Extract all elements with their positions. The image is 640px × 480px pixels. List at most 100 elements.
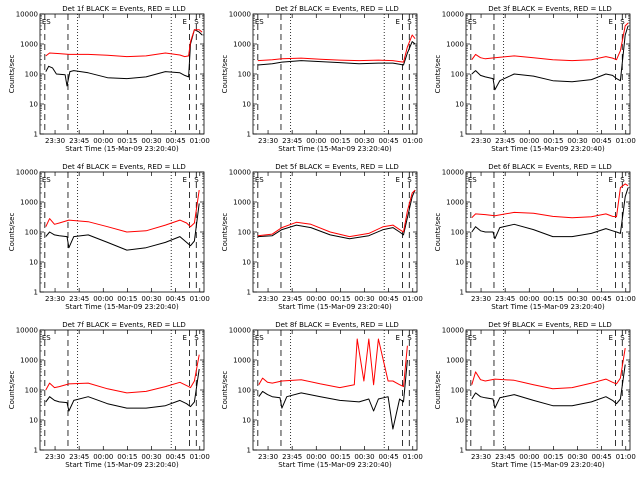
chart-panel-2: Det 2f BLACK = Events, RED = LLD 1 10 100 10… bbox=[221, 5, 423, 153]
marker-label-left: ES bbox=[468, 176, 477, 184]
y-axis-label: Counts/sec bbox=[8, 55, 16, 94]
y-tick-label: 100 bbox=[25, 71, 38, 79]
x-tick-label: 00:30 bbox=[141, 137, 161, 145]
chart-panel-4: Det 4f BLACK = Events, RED = LLD 1 10 100 10… bbox=[8, 163, 210, 311]
x-tick-label: 23:30 bbox=[471, 295, 491, 303]
x-tick-label: 00:30 bbox=[141, 295, 161, 303]
chart-title: Det 4f BLACK = Events, RED = LLD bbox=[62, 163, 185, 171]
x-tick-label: 01:00 bbox=[616, 295, 636, 303]
series-line-events bbox=[471, 187, 629, 240]
x-axis-label: Start Time (15-Mar-09 23:20:40) bbox=[65, 461, 179, 469]
x-tick-label: 00:00 bbox=[93, 295, 113, 303]
series-line-lld bbox=[45, 190, 200, 233]
y-tick-label: 1 bbox=[247, 447, 251, 455]
x-tick-label: 00:45 bbox=[592, 295, 612, 303]
x-tick-label: 23:30 bbox=[258, 137, 278, 145]
y-tick-label: 10 bbox=[29, 417, 38, 425]
series-line-events bbox=[45, 203, 200, 251]
y-axis-label: Counts/sec bbox=[434, 55, 442, 94]
y-tick-label: 1 bbox=[460, 131, 464, 139]
y-tick-label: 1 bbox=[247, 131, 251, 139]
x-tick-label: 00:45 bbox=[379, 295, 399, 303]
y-tick-label: 10000 bbox=[16, 11, 38, 19]
x-axis-label: Start Time (15-Mar-09 23:20:40) bbox=[491, 303, 605, 311]
y-tick-label: 10 bbox=[29, 101, 38, 109]
chart-title: Det 7f BLACK = Events, RED = LLD bbox=[62, 321, 185, 329]
marker-label-right-secondary: E bbox=[609, 334, 613, 342]
x-tick-label: 23:45 bbox=[495, 295, 515, 303]
y-tick-label: 10000 bbox=[229, 169, 251, 177]
x-tick-label: 01:00 bbox=[190, 295, 210, 303]
y-tick-label: 10 bbox=[242, 101, 251, 109]
x-axis-label: Start Time (15-Mar-09 23:20:40) bbox=[278, 145, 392, 153]
y-tick-label: 1000 bbox=[20, 199, 38, 207]
series-line-events bbox=[45, 368, 200, 412]
marker-label-right: S bbox=[407, 176, 412, 184]
y-axis-label: Counts/sec bbox=[434, 371, 442, 410]
marker-label-right-secondary: E bbox=[609, 176, 613, 184]
x-tick-label: 00:00 bbox=[306, 137, 326, 145]
marker-label-right: S bbox=[620, 176, 625, 184]
y-tick-label: 10 bbox=[29, 259, 38, 267]
x-tick-label: 00:15 bbox=[330, 453, 350, 461]
y-tick-label: 1 bbox=[247, 289, 251, 297]
marker-label-right-secondary: E bbox=[396, 18, 400, 26]
marker-label-left: ES bbox=[42, 176, 51, 184]
y-tick-label: 100 bbox=[451, 229, 464, 237]
x-tick-label: 01:00 bbox=[403, 295, 423, 303]
x-tick-label: 23:45 bbox=[282, 295, 302, 303]
series-line-lld bbox=[45, 29, 203, 58]
y-tick-label: 100 bbox=[451, 71, 464, 79]
x-tick-label: 00:00 bbox=[519, 295, 539, 303]
series-line-lld bbox=[471, 22, 629, 62]
marker-label-right-secondary: E bbox=[396, 176, 400, 184]
marker-label-right-secondary: E bbox=[609, 18, 613, 26]
series-line-lld bbox=[45, 354, 200, 394]
marker-label-right-secondary: E bbox=[396, 334, 400, 342]
y-tick-label: 1 bbox=[34, 131, 38, 139]
series-line-lld bbox=[258, 338, 408, 389]
x-tick-label: 23:45 bbox=[69, 295, 89, 303]
chart-title: Det 3f BLACK = Events, RED = LLD bbox=[488, 5, 611, 13]
x-tick-label: 00:15 bbox=[330, 295, 350, 303]
series-line-events bbox=[257, 41, 416, 66]
marker-label-right-secondary: E bbox=[183, 334, 187, 342]
marker-label-right: S bbox=[194, 334, 199, 342]
y-tick-label: 1 bbox=[460, 289, 464, 297]
y-tick-label: 100 bbox=[451, 387, 464, 395]
chart-panel-8: Det 8f BLACK = Events, RED = LLD 1 10 100 10… bbox=[221, 321, 423, 469]
chart-title: Det 9f BLACK = Events, RED = LLD bbox=[488, 321, 611, 329]
x-tick-label: 00:30 bbox=[567, 137, 587, 145]
x-tick-label: 01:00 bbox=[190, 137, 210, 145]
x-tick-label: 00:45 bbox=[592, 453, 612, 461]
y-tick-label: 1000 bbox=[446, 357, 464, 365]
y-tick-label: 10 bbox=[242, 259, 251, 267]
y-tick-label: 100 bbox=[238, 229, 251, 237]
x-tick-label: 00:30 bbox=[141, 453, 161, 461]
chart-panel-9: Det 9f BLACK = Events, RED = LLD 1 10 100 10… bbox=[434, 321, 636, 469]
x-tick-label: 00:15 bbox=[543, 453, 563, 461]
chart-title: Det 1f BLACK = Events, RED = LLD bbox=[62, 5, 185, 13]
x-tick-label: 00:45 bbox=[166, 453, 186, 461]
y-axis-label: Counts/sec bbox=[8, 213, 16, 252]
chart-panel-5: Det 5f BLACK = Events, RED = LLD 1 10 100 10… bbox=[221, 163, 423, 311]
marker-label-left: ES bbox=[468, 18, 477, 26]
chart-title: Det 2f BLACK = Events, RED = LLD bbox=[275, 5, 398, 13]
chart-panel-6: Det 6f BLACK = Events, RED = LLD 1 10 100 10… bbox=[434, 163, 636, 311]
x-axis-label: Start Time (15-Mar-09 23:20:40) bbox=[278, 303, 392, 311]
y-tick-label: 10 bbox=[242, 417, 251, 425]
x-tick-label: 00:15 bbox=[330, 137, 350, 145]
y-tick-label: 10 bbox=[455, 259, 464, 267]
chart-panel-1: Det 1f BLACK = Events, RED = LLD 1 10 100 10… bbox=[8, 5, 210, 153]
chart-title: Det 8f BLACK = Events, RED = LLD bbox=[275, 321, 398, 329]
x-axis-label: Start Time (15-Mar-09 23:20:40) bbox=[65, 303, 179, 311]
x-tick-label: 00:30 bbox=[567, 295, 587, 303]
x-tick-label: 23:45 bbox=[69, 453, 89, 461]
x-tick-label: 00:45 bbox=[379, 137, 399, 145]
series-line-lld bbox=[471, 183, 629, 219]
x-tick-label: 00:30 bbox=[567, 453, 587, 461]
y-tick-label: 1 bbox=[34, 447, 38, 455]
y-tick-label: 10000 bbox=[16, 169, 38, 177]
